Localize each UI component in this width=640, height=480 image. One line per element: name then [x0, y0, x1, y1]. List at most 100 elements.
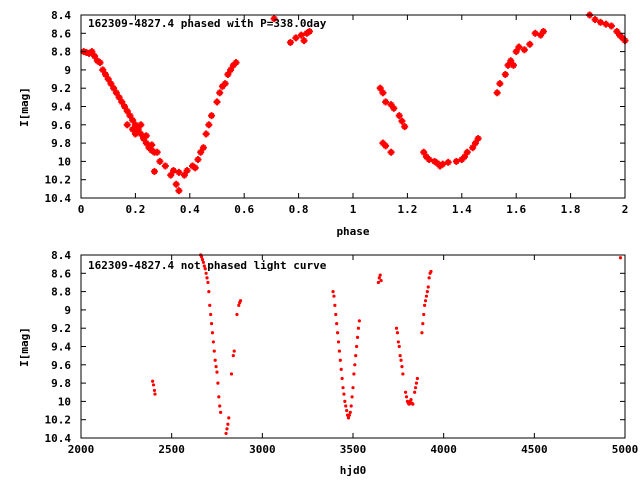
- data-point: [123, 121, 131, 129]
- data-point: [131, 130, 139, 138]
- unphased-plot-frame: [80, 254, 626, 439]
- data-point: [377, 276, 381, 280]
- x-tick-label: 4000: [430, 443, 457, 456]
- data-point: [613, 27, 621, 35]
- data-point: [493, 89, 501, 97]
- data-point: [387, 101, 395, 109]
- data-point: [496, 80, 504, 88]
- data-point: [229, 61, 237, 69]
- y-tick-label: 9: [64, 304, 71, 317]
- y-tick-label: 9.2: [51, 322, 71, 335]
- data-point: [597, 18, 605, 26]
- data-point: [355, 335, 360, 339]
- data-point: [197, 148, 205, 156]
- data-point: [618, 34, 626, 42]
- data-point: [221, 80, 229, 88]
- data-point: [396, 340, 400, 344]
- data-point: [469, 144, 477, 152]
- data-point: [99, 66, 107, 74]
- data-point: [429, 269, 433, 274]
- x-tick-label: 1.8: [561, 203, 581, 216]
- data-point: [205, 276, 209, 280]
- data-point: [224, 70, 232, 78]
- data-point: [208, 303, 212, 307]
- data-point: [134, 125, 142, 133]
- phased-light-curve-panel: 0 0.2 0.4 0.6 0.8 1 1.2 1.4 1.6 1.8 2 8.4 8.6 8.8 9 9.…: [18, 9, 629, 238]
- data-point: [303, 29, 311, 37]
- data-point: [415, 376, 419, 381]
- data-point: [151, 383, 156, 387]
- data-point: [156, 157, 164, 165]
- data-point: [300, 37, 308, 45]
- data-point: [347, 413, 351, 417]
- data-point: [342, 392, 346, 396]
- data-point: [191, 164, 199, 172]
- data-point: [110, 84, 118, 92]
- unphased-y-tick-labels: 8.4 8.6 8.8 9 9.2 9.4 9.6 9.8 10 10.2 10.4: [45, 249, 72, 445]
- data-point: [395, 331, 400, 335]
- y-tick-label: 8.6: [51, 267, 71, 280]
- data-point: [213, 358, 217, 362]
- data-point: [512, 48, 520, 56]
- data-point: [199, 255, 204, 259]
- data-point: [379, 139, 387, 147]
- unphased-chart-title: 162309-4827.4 not phased light curve: [88, 259, 327, 272]
- data-point: [202, 130, 210, 138]
- data-point: [436, 162, 444, 170]
- y-tick-label: 8.4: [51, 249, 71, 262]
- x-tick-label: 2000: [68, 443, 95, 456]
- data-point: [336, 340, 341, 344]
- y-tick-label: 9.8: [51, 137, 71, 150]
- y-tick-label: 8.8: [51, 46, 71, 59]
- data-point: [194, 156, 202, 164]
- data-point: [403, 390, 408, 394]
- data-point: [189, 162, 197, 170]
- data-point: [338, 358, 342, 362]
- data-point: [213, 98, 221, 106]
- data-point: [332, 294, 336, 298]
- data-point: [201, 260, 205, 264]
- data-point: [180, 171, 188, 179]
- data-point: [142, 139, 150, 147]
- data-point: [520, 46, 528, 54]
- data-point: [93, 57, 101, 65]
- x-tick-label: 1.4: [452, 203, 472, 216]
- data-point: [175, 168, 183, 176]
- data-point: [602, 20, 610, 28]
- data-point: [152, 388, 157, 393]
- data-point: [153, 392, 157, 396]
- y-tick-label: 9.6: [51, 119, 71, 132]
- data-point: [404, 395, 409, 399]
- data-point: [471, 139, 479, 147]
- x-tick-label: 1.2: [397, 203, 417, 216]
- data-point: [431, 157, 439, 165]
- data-point: [397, 344, 401, 349]
- data-point: [202, 264, 206, 268]
- data-point: [452, 157, 460, 165]
- data-point: [237, 303, 241, 307]
- unphased-x-tick-labels: 2000 2500 3000 3500 4000 4500 5000: [68, 443, 639, 456]
- data-point: [85, 49, 93, 57]
- data-point: [349, 404, 353, 408]
- data-point: [140, 135, 148, 143]
- x-tick-label: 1: [350, 203, 357, 216]
- y-tick-label: 10.2: [45, 174, 72, 187]
- data-point: [104, 75, 112, 83]
- data-point: [88, 48, 96, 56]
- data-point: [219, 410, 223, 414]
- data-point: [131, 121, 139, 129]
- data-point: [422, 153, 430, 161]
- data-point: [129, 116, 137, 124]
- data-point: [387, 148, 395, 156]
- data-point: [537, 31, 545, 39]
- data-point: [379, 279, 383, 283]
- data-point: [305, 27, 313, 35]
- data-point: [444, 158, 452, 166]
- data-point: [204, 271, 208, 275]
- data-point: [433, 159, 441, 167]
- data-point: [232, 59, 240, 67]
- data-point: [286, 38, 294, 46]
- data-point: [378, 273, 382, 277]
- data-point: [216, 89, 224, 97]
